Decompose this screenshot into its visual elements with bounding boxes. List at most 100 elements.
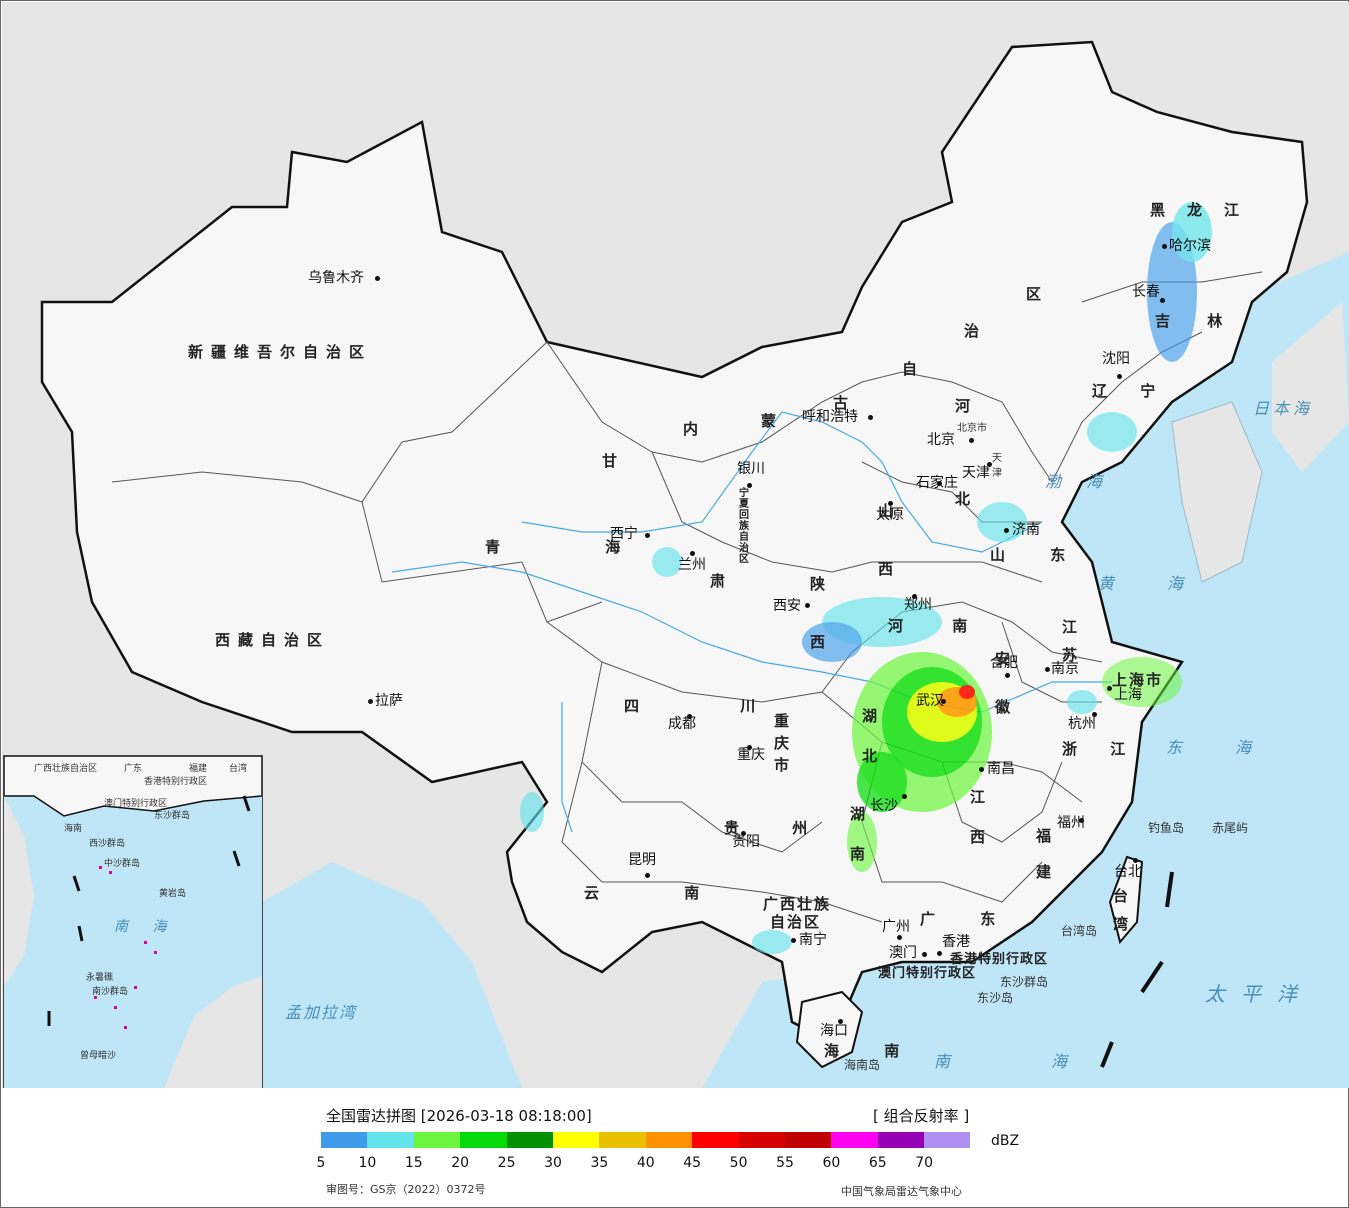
- inset-canvas: [4, 756, 262, 1088]
- city-label: 香港: [942, 934, 970, 950]
- review-number: 审图号：GS京（2022）0372号: [326, 1183, 486, 1196]
- region-label: 北京市: [957, 423, 987, 434]
- city-dot: [1079, 818, 1084, 823]
- legend-panel: 全国雷达拼图 [2026-03-18 08:18:00] [ 组合反射率 ] 5…: [1, 1089, 1348, 1207]
- color-tick-label: 55: [776, 1155, 794, 1171]
- inset-label: 香港特别行政区: [144, 777, 208, 787]
- region-label: 海南岛: [844, 1058, 881, 1072]
- taiwan-island: [1108, 855, 1144, 945]
- radar-map[interactable]: 广西壮族自治区 广东 福建 台湾 香港特别行政区 澳门特别行政区 东沙群岛 海南…: [2, 2, 1349, 1088]
- region-label: 辽 宁: [1092, 382, 1170, 400]
- city-dot: [1133, 858, 1138, 863]
- region-label: 河 南: [888, 617, 990, 635]
- product-label: [ 组合反射率 ]: [873, 1107, 970, 1125]
- color-tick-label: 40: [636, 1155, 655, 1171]
- city-dot: [805, 603, 810, 608]
- city-label: 贵阳: [732, 834, 760, 850]
- sea-label: 太平洋: [1205, 982, 1313, 1006]
- inset-borneo: [164, 976, 262, 1088]
- region-label: 古: [833, 394, 857, 412]
- city-label: 北京: [927, 432, 955, 448]
- inset-label: 福建: [189, 764, 208, 774]
- echo: [977, 502, 1027, 542]
- region-label: 江 西: [970, 788, 994, 846]
- china-landmass: [40, 40, 1309, 1044]
- city-dot: [838, 1019, 843, 1024]
- color-swatch: [413, 1132, 461, 1148]
- color-swatch: [645, 1132, 693, 1148]
- color-bar-ticks: 5 10 15 20 25 30 35 40 45 50 55 60 65 70: [317, 1155, 981, 1173]
- city-dot: [747, 483, 752, 488]
- city-label: 昆明: [628, 852, 656, 868]
- city-label: 上海: [1114, 687, 1142, 703]
- region-label: 台 湾: [1113, 887, 1137, 933]
- city-dot: [979, 767, 984, 772]
- color-tick-label: 15: [404, 1155, 423, 1171]
- city-dot: [1092, 712, 1097, 717]
- sea-label: 日本海: [1253, 399, 1314, 418]
- city-label: 西安: [773, 598, 801, 614]
- color-tick-label: 60: [822, 1155, 841, 1171]
- city-label: 太原: [876, 507, 904, 523]
- color-tick-label: 35: [590, 1155, 609, 1171]
- hainan-island: [795, 990, 864, 1069]
- city-dot: [1005, 673, 1010, 678]
- region-label: 西藏自治区: [215, 631, 331, 649]
- city-label: 成都: [668, 716, 696, 732]
- city-label: 长沙: [870, 798, 898, 814]
- region-label: 浙 江: [1062, 740, 1140, 758]
- city-dot: [897, 935, 902, 940]
- region-label: 区: [1026, 285, 1050, 303]
- color-tick-label: 20: [451, 1155, 470, 1171]
- inset-label: 广西壮族自治区: [34, 764, 98, 774]
- region-label: 海 南: [824, 1042, 920, 1060]
- sea-label: 孟加拉湾: [285, 1003, 358, 1022]
- echo: [1102, 657, 1182, 707]
- city-label: 哈尔滨: [1169, 238, 1211, 254]
- city-dot: [1045, 667, 1050, 672]
- color-swatch: [599, 1132, 646, 1148]
- city-dot: [888, 501, 893, 506]
- city-dot: [1160, 298, 1165, 303]
- inset-land: [4, 756, 262, 817]
- region-label: 香港特别行政区: [950, 952, 1049, 967]
- city-dot: [922, 952, 927, 957]
- region-label: 澳门特别行政区: [878, 966, 977, 981]
- inset-label: 永暑礁: [86, 973, 114, 983]
- region-label: 福 建: [1036, 827, 1060, 881]
- color-swatch: [460, 1132, 507, 1148]
- city-label: 海口: [820, 1023, 848, 1039]
- inset-label: 台湾: [229, 764, 248, 774]
- echo: [652, 547, 682, 577]
- color-swatch: [321, 1132, 368, 1148]
- color-bar: [321, 1132, 971, 1148]
- city-label: 济南: [1012, 522, 1040, 538]
- region-label: 陕 西: [810, 575, 834, 651]
- region-label: 甘: [602, 452, 626, 470]
- city-label: 沈阳: [1102, 351, 1130, 367]
- sea-label: 渤 海: [1045, 472, 1113, 491]
- city-label: 福州: [1057, 815, 1085, 831]
- color-tick-label: 70: [915, 1155, 934, 1171]
- radar-echoes: [520, 202, 1212, 954]
- inset-label: 中沙群岛: [104, 859, 141, 869]
- region-label: 黑龙江: [1150, 201, 1262, 219]
- bay-of-bengal: [202, 862, 522, 1088]
- inset-label: 东沙群岛: [154, 811, 191, 821]
- region-label: 新疆维吾尔自治区: [188, 343, 373, 361]
- inset-islands: [94, 866, 157, 1029]
- region-label: 肃: [710, 572, 734, 590]
- inset-label: 澳门特别行政区: [104, 799, 168, 809]
- color-swatch: [506, 1132, 553, 1148]
- region-label: 北: [955, 490, 979, 508]
- region-label: 江 苏: [1062, 618, 1086, 664]
- echo: [959, 685, 975, 699]
- city-label: 长春: [1132, 284, 1160, 300]
- inset-label: 海南: [64, 824, 83, 834]
- city-dot: [375, 276, 380, 281]
- city-dot: [741, 831, 746, 836]
- organization-label: 中国气象局雷达气象中心: [841, 1185, 962, 1198]
- city-dot: [937, 951, 942, 956]
- inset-label: 广东: [124, 764, 143, 774]
